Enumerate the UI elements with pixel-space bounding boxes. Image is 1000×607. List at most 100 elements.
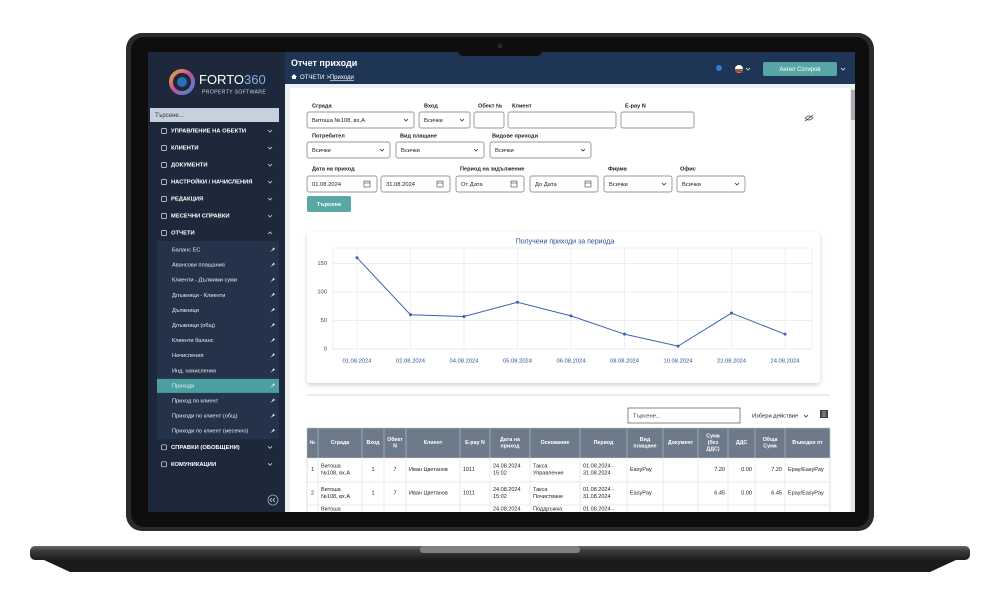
table-search[interactable] xyxy=(627,407,741,424)
submenu-item[interactable]: Приходи по клиент (месечно) xyxy=(172,429,248,435)
column-header-line: Документ xyxy=(668,440,694,446)
data-point[interactable] xyxy=(462,314,466,318)
action-select[interactable]: Избери действие xyxy=(752,413,798,420)
table-cell: Витоша xyxy=(321,507,342,513)
filter-date[interactable] xyxy=(306,175,378,193)
pin-icon xyxy=(270,428,275,434)
filter-input[interactable] xyxy=(620,111,695,129)
table-cell: Такса Почистване xyxy=(533,487,563,500)
menu-item[interactable]: РЕДАКЦИЯ xyxy=(171,197,203,203)
column-header[interactable]: Клиент xyxy=(424,440,443,446)
data-point[interactable] xyxy=(409,313,412,317)
column-header-line: Въведен от xyxy=(792,440,823,446)
table-cell: Иван Цветанов xyxy=(409,491,448,497)
table-cell: 24.08.2024 15:02 xyxy=(493,464,521,477)
filter-input[interactable] xyxy=(473,111,505,129)
breadcrumb-item[interactable]: Приходи xyxy=(330,75,354,81)
menu-item[interactable]: НАСТРОЙКИ / НАЧИСЛЕНИЯ xyxy=(171,178,252,186)
menu-item[interactable]: ОТЧЕТИ xyxy=(171,231,195,237)
column-header[interactable]: Основание xyxy=(540,440,569,446)
table-cell-line: Витоша xyxy=(321,507,342,513)
column-header-line: ДДС xyxy=(736,440,748,446)
filter-date[interactable] xyxy=(380,175,451,193)
submenu-item[interactable]: Начисления xyxy=(172,353,203,359)
column-header[interactable]: E-pay N xyxy=(465,440,485,446)
filter-date[interactable] xyxy=(529,175,599,193)
filter-value: До Дата xyxy=(535,182,557,188)
screen: FORTO360 PROPERTY SOFTWARE Търсене... УПРАВ… xyxy=(148,52,855,513)
table-cell: 1 xyxy=(311,467,314,473)
menu-icon xyxy=(161,128,167,134)
menu-item[interactable]: МЕСЕЧНИ СПРАВКИ xyxy=(171,214,230,220)
column-header[interactable]: Период xyxy=(594,440,614,446)
table-cell-line: Epay/EasyPay xyxy=(788,491,824,497)
table-cell: 1011 xyxy=(463,467,475,473)
filter-date[interactable] xyxy=(455,175,525,193)
filter-select[interactable] xyxy=(306,111,415,129)
table-cell: EasyPay xyxy=(630,491,652,497)
column-header[interactable]: Дата на приход xyxy=(500,437,520,450)
data-point[interactable] xyxy=(783,332,787,336)
sidebar-search-placeholder: Търсене... xyxy=(155,113,184,119)
submenu-item[interactable]: Инд. начисления xyxy=(172,368,216,374)
table-cell: 1 xyxy=(371,491,374,497)
sidebar-search[interactable] xyxy=(150,108,279,122)
column-header[interactable]: ДДС xyxy=(736,440,748,446)
submenu-item[interactable]: Авансови плащания xyxy=(172,263,225,269)
filter-select[interactable] xyxy=(603,175,673,193)
column-header[interactable]: Сума (без ДДС) xyxy=(706,434,720,453)
menu-item[interactable]: ДОКУМЕНТИ xyxy=(171,163,208,169)
menu-item[interactable]: УПРАВЛЕНИЕ НА ОБЕКТИ xyxy=(171,129,246,135)
data-point[interactable] xyxy=(730,311,733,315)
table-cell: 0.00 xyxy=(741,467,752,473)
data-point[interactable] xyxy=(355,256,359,260)
collapse-button[interactable] xyxy=(267,494,279,506)
chevron xyxy=(580,148,586,152)
table-cell-line: Иван Цветанов xyxy=(409,491,448,497)
column-header[interactable]: Документ xyxy=(668,440,694,446)
user-button[interactable] xyxy=(763,62,837,76)
table-cell: 24.08.2024 xyxy=(493,507,521,513)
column-header[interactable]: Обща Сума xyxy=(763,436,778,450)
scrollbar xyxy=(851,88,855,512)
column-header[interactable]: Сграда xyxy=(331,440,350,446)
submenu-item[interactable]: Баланс ЕС xyxy=(172,247,200,253)
column-header[interactable]: Вид плащане xyxy=(633,437,656,450)
submenu-item[interactable]: Приход по клиент xyxy=(172,398,219,404)
filter-select[interactable] xyxy=(676,175,746,193)
scrollbar-thumb[interactable] xyxy=(851,90,855,120)
submenu-item[interactable]: Приходи xyxy=(172,383,194,389)
menu-item[interactable]: СПРАВКИ (ОБОБЩЕНИ) xyxy=(171,445,240,451)
chevron xyxy=(267,146,273,150)
chart-card xyxy=(307,232,820,383)
column-header[interactable]: Обект N xyxy=(387,436,403,450)
data-point[interactable] xyxy=(676,344,680,348)
chevron xyxy=(267,197,273,201)
submenu-item[interactable]: Клиенти - Дължими суми xyxy=(172,278,237,284)
table-cell: Поддръжка xyxy=(533,507,563,513)
search-button[interactable] xyxy=(307,196,351,212)
filter-select[interactable] xyxy=(306,141,391,159)
column-header[interactable]: Въведен от xyxy=(792,440,823,446)
menu-item[interactable]: КЛИЕНТИ xyxy=(171,146,199,152)
table-cell-line: 01.08.2024 - xyxy=(583,507,614,513)
menu-item[interactable]: КОМУНИКАЦИИ xyxy=(171,462,216,468)
filter-input[interactable] xyxy=(507,111,617,129)
data-point[interactable] xyxy=(516,300,519,304)
submenu-item[interactable]: Приходи по клиент (общ) xyxy=(172,414,238,420)
table-cell-line: 24.08.2024 xyxy=(493,487,521,493)
table-cell: Такса Управление xyxy=(533,464,564,477)
notification-icon[interactable] xyxy=(716,65,722,71)
submenu-item[interactable]: Дължници xyxy=(172,308,199,314)
filter-select[interactable] xyxy=(489,141,592,159)
submenu-item[interactable]: Клиенти баланс xyxy=(172,338,214,344)
data-point[interactable] xyxy=(569,314,573,318)
filter-select[interactable] xyxy=(395,141,485,159)
column-header[interactable]: Вход xyxy=(366,440,380,446)
submenu-item[interactable]: Длъжници - Клиенти xyxy=(172,293,225,299)
filter-select[interactable] xyxy=(418,111,471,129)
column-header-line: Вид xyxy=(640,437,651,443)
column-header[interactable]: № xyxy=(310,440,316,446)
submenu-item[interactable]: Длъжници (общ) xyxy=(172,323,215,329)
data-point[interactable] xyxy=(623,332,626,336)
